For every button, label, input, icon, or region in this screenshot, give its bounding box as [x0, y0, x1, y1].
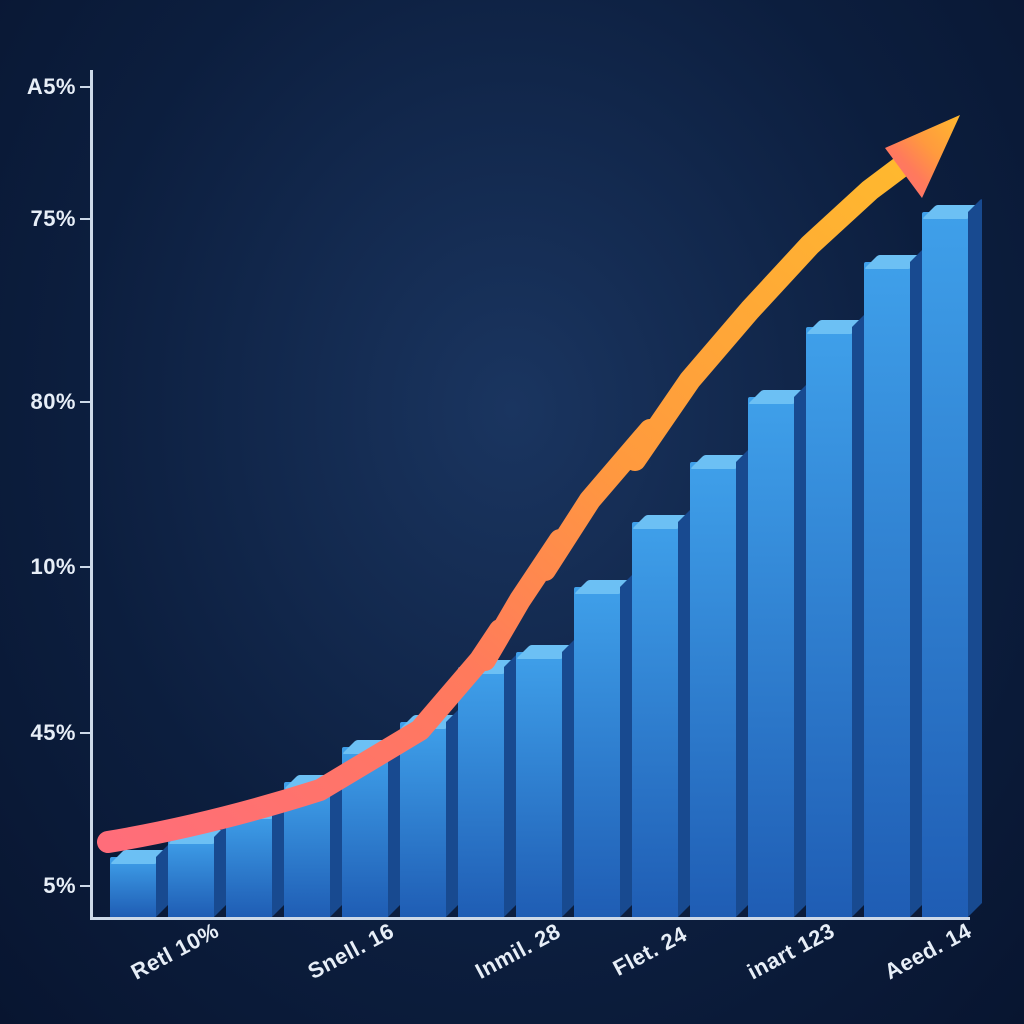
- y-axis-tick: [80, 86, 90, 88]
- y-axis-tick: [80, 218, 90, 220]
- bar: [342, 747, 388, 917]
- bar: [922, 212, 968, 917]
- bar: [632, 522, 678, 917]
- bar: [864, 262, 910, 917]
- bar: [226, 812, 272, 917]
- y-axis-tick: [80, 566, 90, 568]
- x-axis-label: Aeed. 14: [880, 918, 976, 985]
- bar: [168, 837, 214, 917]
- bar: [458, 667, 504, 917]
- bar: [284, 782, 330, 917]
- bar: [574, 587, 620, 917]
- y-axis-tick: [80, 885, 90, 887]
- bar: [110, 857, 156, 917]
- bar: [400, 722, 446, 917]
- y-axis-label: 45%: [30, 720, 76, 746]
- bar: [516, 652, 562, 917]
- bar: [748, 397, 794, 917]
- bar: [806, 327, 852, 917]
- x-axis-label: Inmil. 28: [472, 918, 566, 984]
- x-axis-label: Flet. 24: [609, 921, 692, 981]
- x-axis-label: Snell. 16: [304, 918, 399, 985]
- x-axis-label: Retl 10%: [127, 918, 224, 986]
- y-axis-label: 10%: [30, 554, 76, 580]
- x-axis-line: [90, 917, 970, 920]
- x-axis-label: inart 123: [743, 918, 839, 986]
- y-axis-label: 75%: [30, 206, 76, 232]
- bar-group: [90, 70, 970, 917]
- y-axis-label: 80%: [30, 389, 76, 415]
- growth-chart: A5%75%80%10%45%5% Retl 10%Snell. 16Inmil…: [90, 70, 970, 920]
- y-axis-label: 5%: [43, 873, 76, 899]
- bar: [690, 462, 736, 917]
- y-axis-tick: [80, 401, 90, 403]
- y-axis-tick: [80, 732, 90, 734]
- y-axis-label: A5%: [27, 74, 76, 100]
